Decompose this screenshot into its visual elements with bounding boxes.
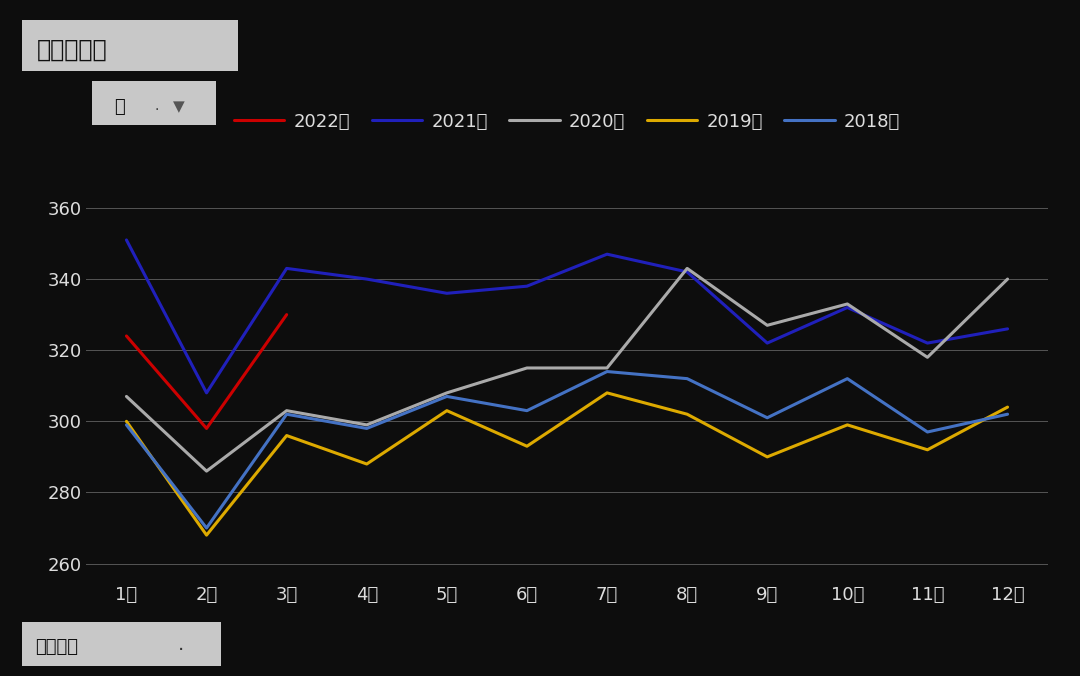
2018年 [521,406,534,414]
Text: ·: · [178,641,185,660]
2019年 [120,417,133,425]
2018年 [841,375,854,383]
2018年 [441,392,454,400]
2022年 [280,310,293,318]
2018年 [600,368,613,376]
2021年 [1001,324,1014,333]
2019年 [200,531,213,539]
2020年 [841,300,854,308]
Text: ·: · [154,103,159,117]
2019年 [280,431,293,439]
2021年 [600,250,613,258]
2019年 [841,421,854,429]
2020年 [1001,275,1014,283]
2020年 [120,392,133,400]
2020年 [441,389,454,397]
2019年 [680,410,693,418]
2021年 [760,339,773,347]
2018年 [1001,410,1014,418]
2022年 [120,332,133,340]
2018年 [280,410,293,418]
2021年 [521,282,534,290]
2018年 [760,414,773,422]
2019年 [760,453,773,461]
2019年 [521,442,534,450]
2021年 [680,268,693,276]
Text: ▼: ▼ [173,99,185,114]
Line: 2019年: 2019年 [126,393,1008,535]
2019年 [441,406,454,414]
2019年 [1001,403,1014,411]
2019年 [921,445,934,454]
2021年 [280,264,293,272]
2020年 [921,354,934,362]
2019年 [600,389,613,397]
2018年 [921,428,934,436]
2018年 [120,421,133,429]
2022年 [200,425,213,433]
2019年 [361,460,374,468]
Line: 2018年: 2018年 [126,372,1008,528]
2020年 [521,364,534,372]
2020年 [760,321,773,329]
2020年 [200,467,213,475]
2020年 [600,364,613,372]
2018年 [200,524,213,532]
2021年 [841,304,854,312]
Line: 2021年: 2021年 [126,240,1008,393]
2021年 [200,389,213,397]
Legend: 2022年, 2021年, 2020年, 2019年, 2018年: 2022年, 2021年, 2020年, 2019年, 2018年 [227,105,907,138]
Line: 2022年: 2022年 [126,314,286,429]
Line: 2020年: 2020年 [126,268,1008,471]
2021年 [921,339,934,347]
2021年 [441,289,454,297]
2021年 [361,275,374,283]
2020年 [361,421,374,429]
2018年 [361,425,374,433]
Text: 表观消费量: 表观消费量 [37,38,107,62]
Text: 指标名称: 指标名称 [36,638,79,656]
2020年 [280,406,293,414]
2018年 [680,375,693,383]
Text: 年: 年 [114,97,125,116]
2021年 [120,236,133,244]
2020年 [680,264,693,272]
